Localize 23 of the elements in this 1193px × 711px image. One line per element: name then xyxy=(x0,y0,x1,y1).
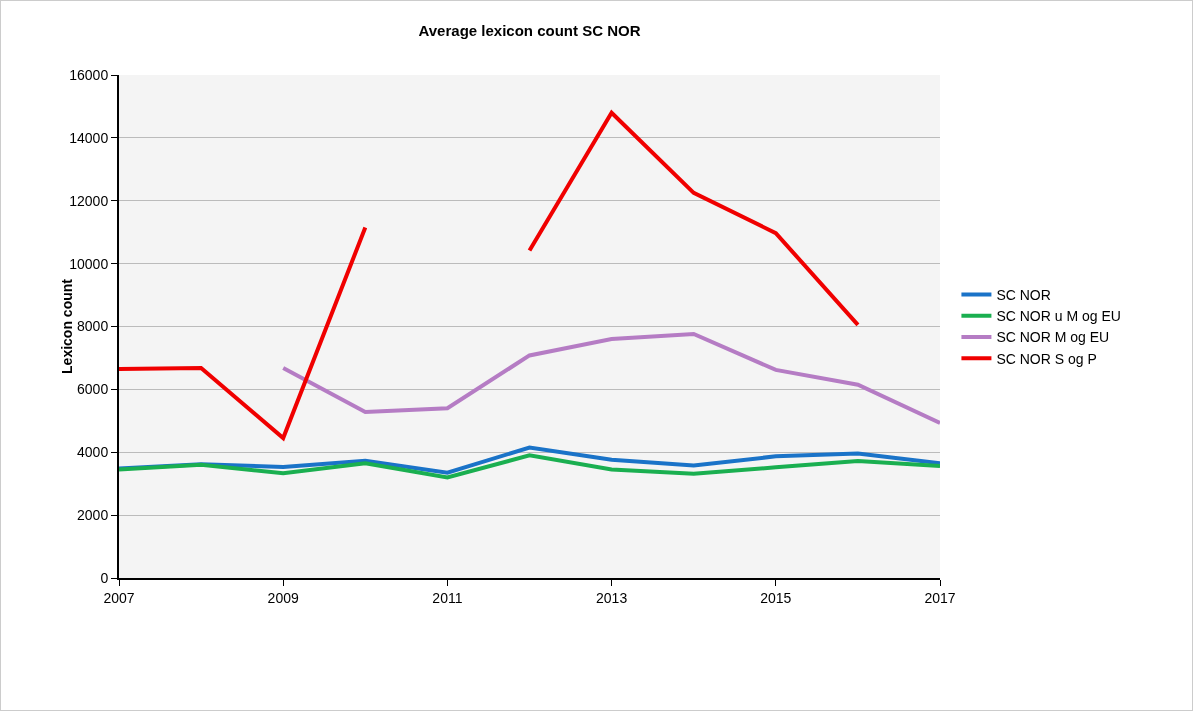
y-axis-title: Lexicon count xyxy=(59,278,76,374)
chart-title: Average lexicon count SC NOR xyxy=(418,22,641,40)
y-tick-label: 8000 xyxy=(77,318,109,335)
line-series xyxy=(281,332,940,426)
x-tick-label: 2017 xyxy=(924,589,956,606)
y-tick-label: 14000 xyxy=(69,129,109,146)
y-tick-label: 10000 xyxy=(69,255,109,272)
legend-label: SC NOR u M og EU xyxy=(996,308,1121,325)
y-tick-label: 16000 xyxy=(69,66,109,83)
y-tick-label: 2000 xyxy=(77,507,109,524)
y-tick-label: 4000 xyxy=(77,444,109,461)
x-tick-label: 2015 xyxy=(760,589,792,606)
y-tick-label: 12000 xyxy=(69,192,109,209)
x-tick-label: 2013 xyxy=(596,589,628,606)
x-tick-label: 2009 xyxy=(267,589,299,606)
x-tick-label: 2011 xyxy=(432,589,463,606)
x-tick-label: 2007 xyxy=(103,589,135,606)
line-series xyxy=(119,453,940,480)
y-tick-label: 0 xyxy=(100,569,109,586)
y-tick-label: 6000 xyxy=(77,381,109,398)
legend-label: SC NOR S og P xyxy=(996,350,1097,367)
legend-label: SC NOR M og EU xyxy=(996,329,1110,346)
legend-label: SC NOR xyxy=(996,287,1051,304)
